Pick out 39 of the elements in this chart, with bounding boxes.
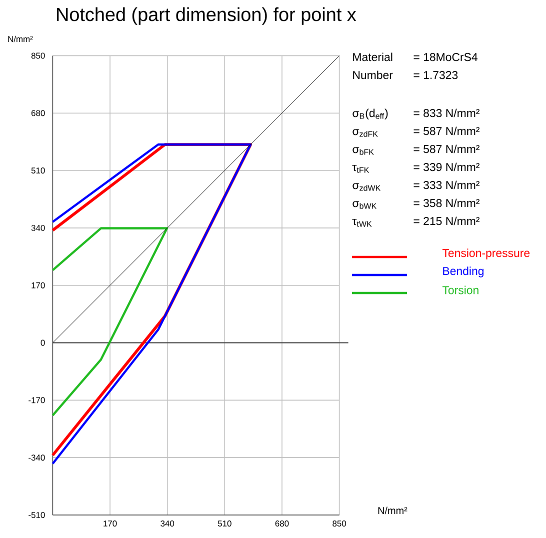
y-tick-label: -510	[28, 512, 45, 518]
text: = 1.7323	[414, 70, 458, 80]
text: σ$_{zdFK}$	[352, 128, 378, 137]
text: = 215 N/mm²	[414, 216, 480, 226]
y-tick-label: -170	[28, 397, 45, 404]
text: Tension-pressure	[442, 248, 530, 260]
x-axis-title: N/mm²	[378, 506, 408, 514]
text: σ$_{bWK}$	[352, 200, 377, 209]
text: Material	[353, 52, 392, 62]
text: Number	[353, 70, 393, 80]
text: = 358 N/mm²	[414, 198, 480, 208]
text: τ$_{tFK}$	[352, 164, 370, 173]
y-axis-title: N/mm²	[8, 36, 33, 42]
text: τ$_{tWK}$	[352, 218, 372, 227]
text: = 333 N/mm²	[414, 180, 480, 190]
text: Bending	[443, 266, 484, 278]
text: σ$_{zdWK}$	[352, 182, 381, 191]
text: = 18MoCrS4	[414, 52, 478, 62]
y-tick-label: 680	[31, 110, 45, 116]
x-tick-label: 510	[218, 520, 232, 527]
text: Torsion	[442, 286, 478, 294]
line-series	[52, 227, 168, 416]
y-tick-label: -340	[28, 454, 45, 461]
text: = 587 N/mm²	[414, 126, 480, 136]
chart-title: Notched (part dimension) for point x	[57, 7, 356, 25]
y-tick-label: 510	[31, 168, 45, 174]
y-tick-label: 170	[32, 282, 45, 288]
x-tick-label: 170	[104, 520, 117, 527]
text: = 339 N/mm²	[414, 162, 480, 172]
x-tick-label: 340	[160, 520, 174, 527]
y-tick-label: 0	[40, 340, 45, 346]
y-tick-label: 340	[31, 224, 45, 231]
text: σ$_{B}$(d$_{eff}$)	[352, 108, 388, 120]
text: = 833 N/mm²	[414, 108, 480, 118]
x-tick-label: 850	[332, 520, 346, 527]
text: σ$_{bFK}$	[352, 146, 374, 155]
text: = 587 N/mm²	[414, 144, 480, 154]
y-tick-label: 850	[31, 52, 45, 59]
x-tick-label: 680	[275, 520, 289, 527]
